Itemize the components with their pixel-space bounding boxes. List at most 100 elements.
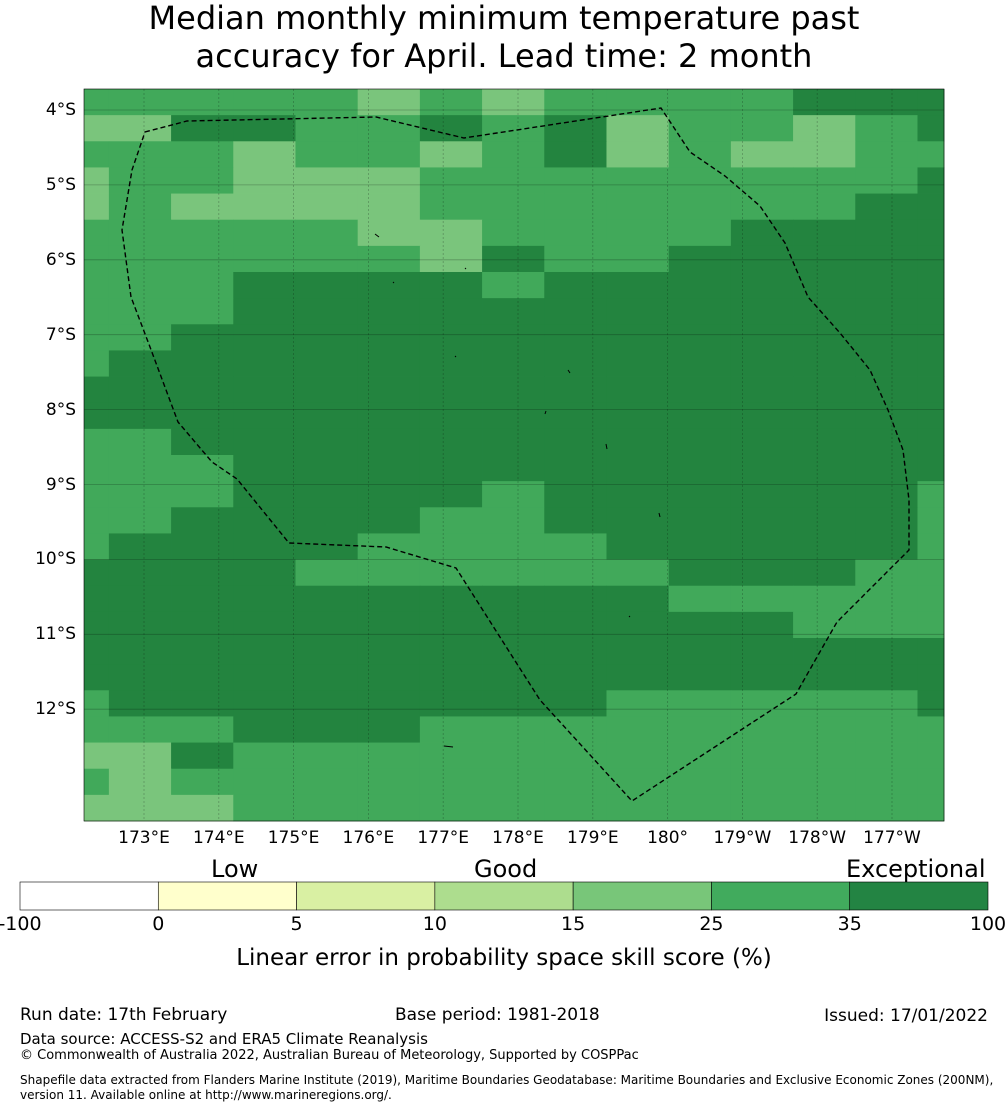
grid-cell bbox=[606, 716, 670, 743]
grid-cell bbox=[544, 611, 607, 639]
grid-cell bbox=[84, 141, 110, 168]
grid-cell bbox=[108, 428, 172, 456]
grid-cell bbox=[482, 350, 545, 377]
grid-cell bbox=[917, 141, 945, 168]
latitude-label: 6°S bbox=[45, 249, 76, 270]
colorbar-tick-label: 10 bbox=[422, 913, 447, 935]
grid-cell bbox=[793, 768, 856, 796]
grid-cell bbox=[606, 350, 670, 377]
grid-cell bbox=[855, 690, 918, 717]
grid-cell bbox=[84, 611, 110, 639]
grid-cell bbox=[917, 742, 945, 770]
grid-cell bbox=[171, 193, 234, 221]
grid-cell bbox=[357, 638, 421, 665]
grid-cell bbox=[108, 350, 172, 377]
grid-cell bbox=[917, 559, 945, 587]
grid-cell bbox=[544, 428, 607, 456]
grid-cell bbox=[295, 272, 359, 299]
grid-cell bbox=[108, 664, 172, 691]
grid-cell bbox=[171, 141, 234, 168]
grid-cell bbox=[108, 376, 172, 404]
grid-cell bbox=[108, 533, 172, 560]
grid-cell bbox=[668, 272, 732, 299]
grid-cell bbox=[544, 376, 607, 404]
colorbar-title: Linear error in probability space skill … bbox=[236, 945, 772, 971]
latitude-label: 9°S bbox=[45, 474, 76, 495]
grid-cell bbox=[606, 507, 670, 534]
latitude-label: 12°S bbox=[35, 699, 76, 720]
grid-cell bbox=[108, 481, 172, 508]
grid-cell bbox=[793, 611, 856, 639]
grid-cell bbox=[730, 376, 794, 404]
grid-cell bbox=[544, 507, 607, 534]
grid-cell bbox=[233, 428, 296, 456]
grid-cell bbox=[917, 585, 945, 613]
grid-cell bbox=[295, 350, 359, 377]
longitude-label: 177°E bbox=[417, 828, 470, 848]
grid-cell bbox=[357, 115, 421, 142]
grid-cell bbox=[108, 89, 172, 116]
grid-cell bbox=[855, 455, 918, 482]
grid-cell bbox=[171, 507, 234, 534]
grid-cell bbox=[108, 167, 172, 194]
grid-cell bbox=[793, 141, 856, 168]
island bbox=[464, 267, 467, 270]
grid-cell bbox=[606, 193, 670, 221]
grid-cell bbox=[730, 611, 794, 639]
grid-cell bbox=[917, 324, 945, 351]
grid-cell bbox=[606, 742, 670, 770]
grid-cell bbox=[482, 585, 545, 613]
grid-cell bbox=[855, 167, 918, 194]
grid-cell bbox=[233, 298, 296, 325]
grid-cell bbox=[793, 167, 856, 194]
colorbar-segment bbox=[572, 881, 712, 911]
grid-cell bbox=[171, 350, 234, 377]
grid-cell bbox=[606, 481, 670, 508]
grid-cell bbox=[171, 481, 234, 508]
grid-cell bbox=[233, 376, 296, 404]
grid-cell bbox=[482, 559, 545, 587]
colorbar-segment bbox=[296, 881, 436, 911]
grid-cell bbox=[295, 324, 359, 351]
grid-cell bbox=[606, 794, 670, 822]
grid-cell bbox=[855, 428, 918, 456]
grid-cell bbox=[730, 533, 794, 560]
grid-cell bbox=[606, 690, 670, 717]
grid-cell bbox=[855, 298, 918, 325]
grid-cell bbox=[793, 716, 856, 743]
grid-cell bbox=[917, 376, 945, 404]
grid-cell bbox=[295, 298, 359, 325]
grid-cell bbox=[917, 298, 945, 325]
grid-cell bbox=[855, 89, 918, 116]
grid-cell bbox=[544, 219, 607, 247]
grid-cell bbox=[668, 167, 732, 194]
grid-cell bbox=[171, 219, 234, 247]
grid-cell bbox=[84, 324, 110, 351]
grid-cell bbox=[855, 664, 918, 691]
grid-cell bbox=[295, 89, 359, 116]
grid-cell bbox=[84, 402, 110, 430]
legend-category-good: Good bbox=[474, 855, 538, 883]
grid-cell bbox=[793, 324, 856, 351]
grid-cell bbox=[419, 89, 483, 116]
grid-cell bbox=[668, 89, 732, 116]
grid-cell bbox=[482, 742, 545, 770]
grid-cell bbox=[295, 690, 359, 717]
grid-cell bbox=[668, 664, 732, 691]
grid-cell bbox=[482, 481, 545, 508]
grid-cell bbox=[295, 193, 359, 221]
grid-cell bbox=[357, 794, 421, 822]
grid-cell bbox=[419, 455, 483, 482]
grid-cell bbox=[855, 324, 918, 351]
grid-cell bbox=[171, 455, 234, 482]
grid-cell bbox=[357, 272, 421, 299]
grid-cell bbox=[917, 768, 945, 796]
grid-cell bbox=[108, 115, 172, 142]
grid-cell bbox=[295, 245, 359, 273]
grid-cell bbox=[730, 167, 794, 194]
grid-cell bbox=[793, 664, 856, 691]
grid-cell bbox=[108, 324, 172, 351]
colorbar-segment bbox=[849, 881, 989, 911]
grid-cell bbox=[606, 167, 670, 194]
